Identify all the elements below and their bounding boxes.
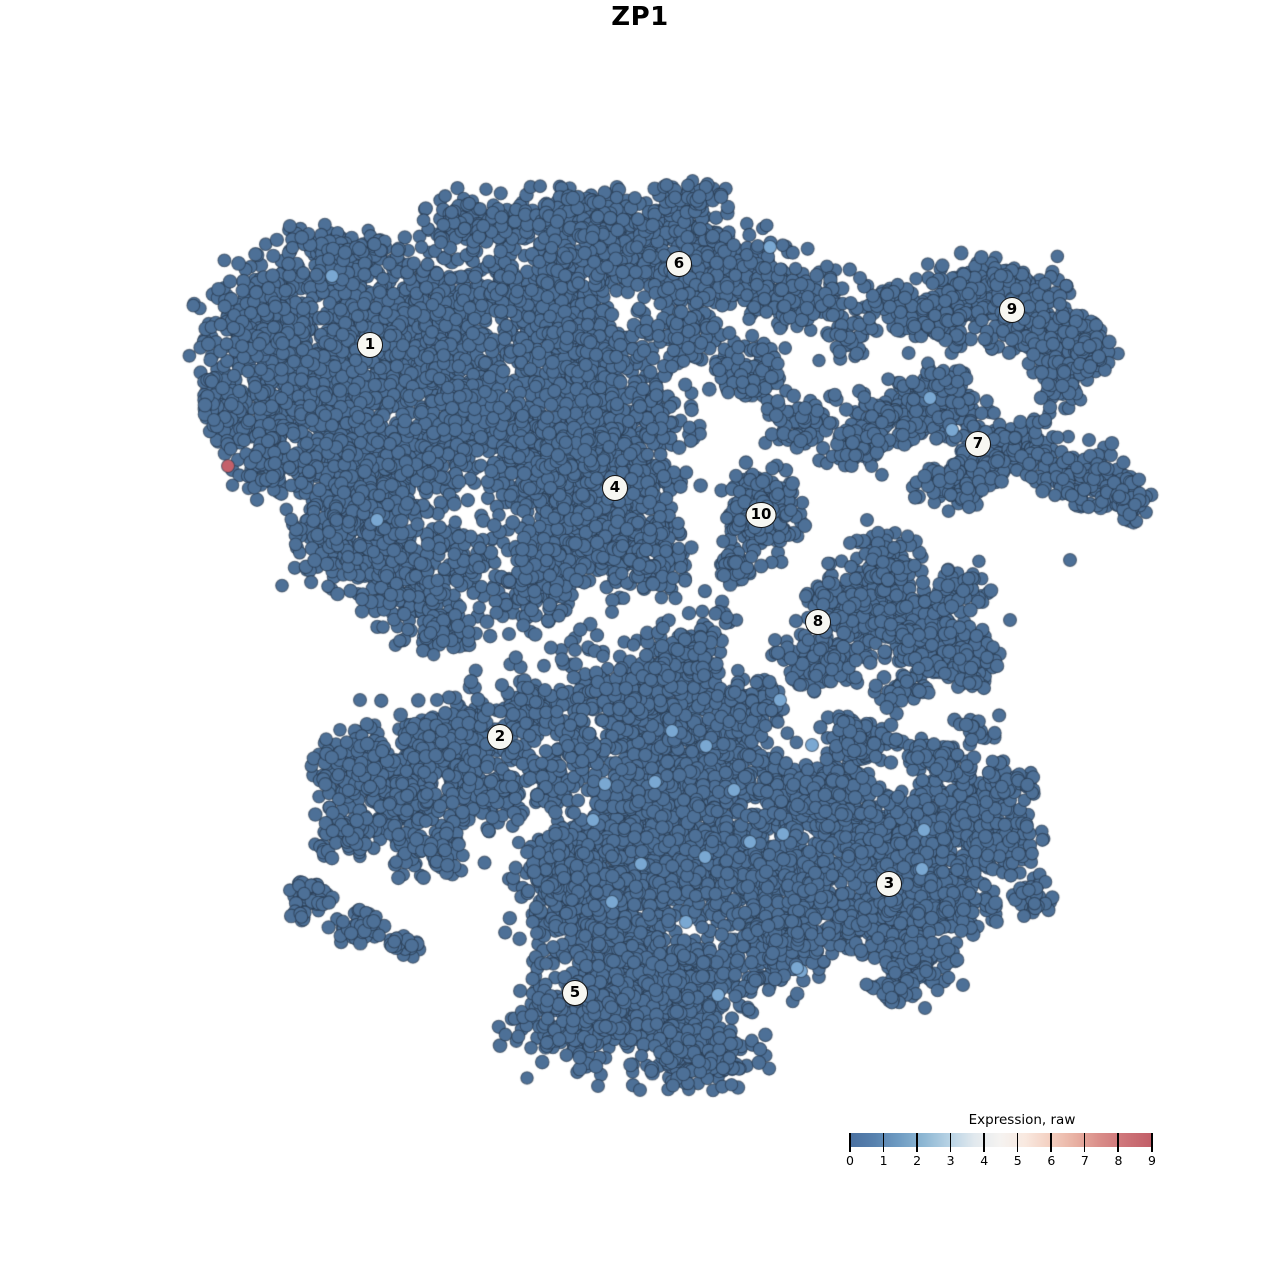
cluster-label-7: 7 [965,431,991,457]
cluster-label-9: 9 [999,297,1025,323]
cluster-label-8: 8 [805,609,831,635]
cluster-label-3: 3 [876,871,902,897]
cluster-label-6: 6 [666,251,692,277]
cluster-label-4: 4 [602,475,628,501]
cluster-label-10: 10 [745,502,777,528]
cluster-label-2: 2 [487,724,513,750]
cluster-label-5: 5 [562,980,588,1006]
cluster-label-1: 1 [357,332,383,358]
